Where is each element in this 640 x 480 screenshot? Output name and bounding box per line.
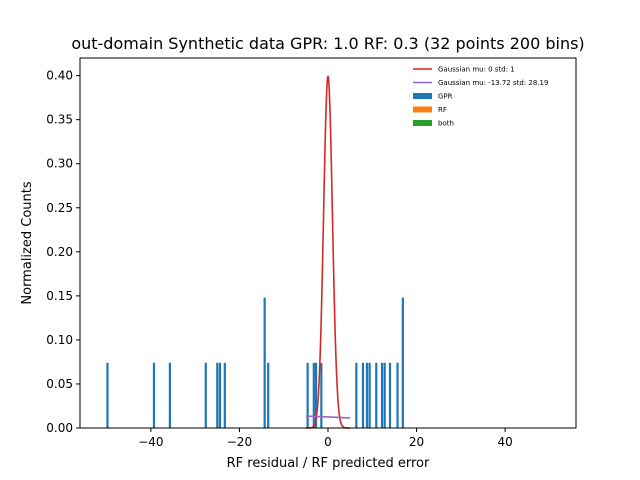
histogram-bar-gpr	[216, 362, 219, 428]
bars-group	[106, 297, 404, 428]
histogram-bar-gpr	[218, 362, 222, 428]
gaussian-curve-2	[305, 415, 351, 419]
y-axis-label: Normalized Counts	[20, 181, 35, 304]
x-axis: −40 −20 0 20 40	[138, 428, 513, 449]
x-axis-label: RF residual / RF predicted error	[227, 456, 430, 471]
chart-title: out-domain Synthetic data GPR: 1.0 RF: 0…	[71, 34, 584, 53]
histogram-bar-gpr	[106, 362, 109, 428]
y-tick-label: 0.10	[46, 333, 73, 347]
histogram-bar-gpr	[380, 362, 384, 428]
histogram-bar-gpr	[314, 362, 318, 428]
histogram-bar-gpr	[365, 362, 369, 428]
histogram-bar-gpr	[388, 362, 392, 428]
histogram-bar-gpr	[396, 362, 399, 428]
x-tick-label: 20	[409, 435, 424, 449]
y-tick-label: 0.30	[46, 157, 73, 171]
x-tick-label: −20	[227, 435, 252, 449]
curves-group	[305, 75, 351, 429]
y-tick-label: 0.35	[46, 113, 73, 127]
legend-swatch-gpr	[413, 93, 432, 99]
histogram-bar-gpr	[306, 362, 309, 428]
histogram-bar-gpr	[320, 362, 323, 428]
histogram-bar-gpr	[263, 297, 266, 428]
y-tick-label: 0.20	[46, 245, 73, 259]
histogram-bar-gpr	[375, 362, 378, 428]
legend-label: Gaussian mu: 0 std: 1	[438, 66, 515, 74]
histogram-bar-gpr	[223, 362, 226, 428]
histogram-bar-gpr	[368, 362, 371, 428]
histogram-bar-gpr	[168, 362, 171, 428]
histogram-bar-gpr	[267, 362, 270, 428]
legend-label: Gaussian mu: -13.72 std: 28.19	[438, 79, 548, 87]
y-tick-label: 0.40	[46, 69, 73, 83]
histogram-bar-gpr	[355, 362, 358, 428]
x-tick-label: 0	[324, 435, 332, 449]
y-tick-label: 0.15	[46, 289, 73, 303]
legend-swatch-both	[413, 120, 432, 126]
y-axis: 0.00 0.05 0.10 0.15 0.20 0.25 0.30 0.35 0.40	[46, 69, 80, 435]
histogram-bar-gpr	[204, 362, 207, 428]
y-tick-label: 0.05	[46, 377, 73, 391]
histogram-bar-gpr	[383, 362, 386, 428]
x-tick-label: 40	[498, 435, 513, 449]
histogram-bar-gpr	[361, 362, 365, 428]
y-tick-label: 0.25	[46, 201, 73, 215]
histogram-bar-gpr	[152, 362, 156, 428]
legend-label: both	[438, 120, 454, 128]
histogram-bar-gpr	[312, 362, 315, 428]
legend-label: RF	[438, 106, 447, 114]
legend: Gaussian mu: 0 std: 1 Gaussian mu: -13.72…	[413, 66, 548, 128]
x-tick-label: −40	[138, 435, 163, 449]
legend-label: GPR	[438, 93, 453, 101]
gaussian-curve-1	[305, 75, 351, 429]
legend-swatch-rf	[413, 106, 432, 113]
y-tick-label: 0.00	[46, 421, 73, 435]
histogram-bar-gpr	[401, 297, 404, 428]
